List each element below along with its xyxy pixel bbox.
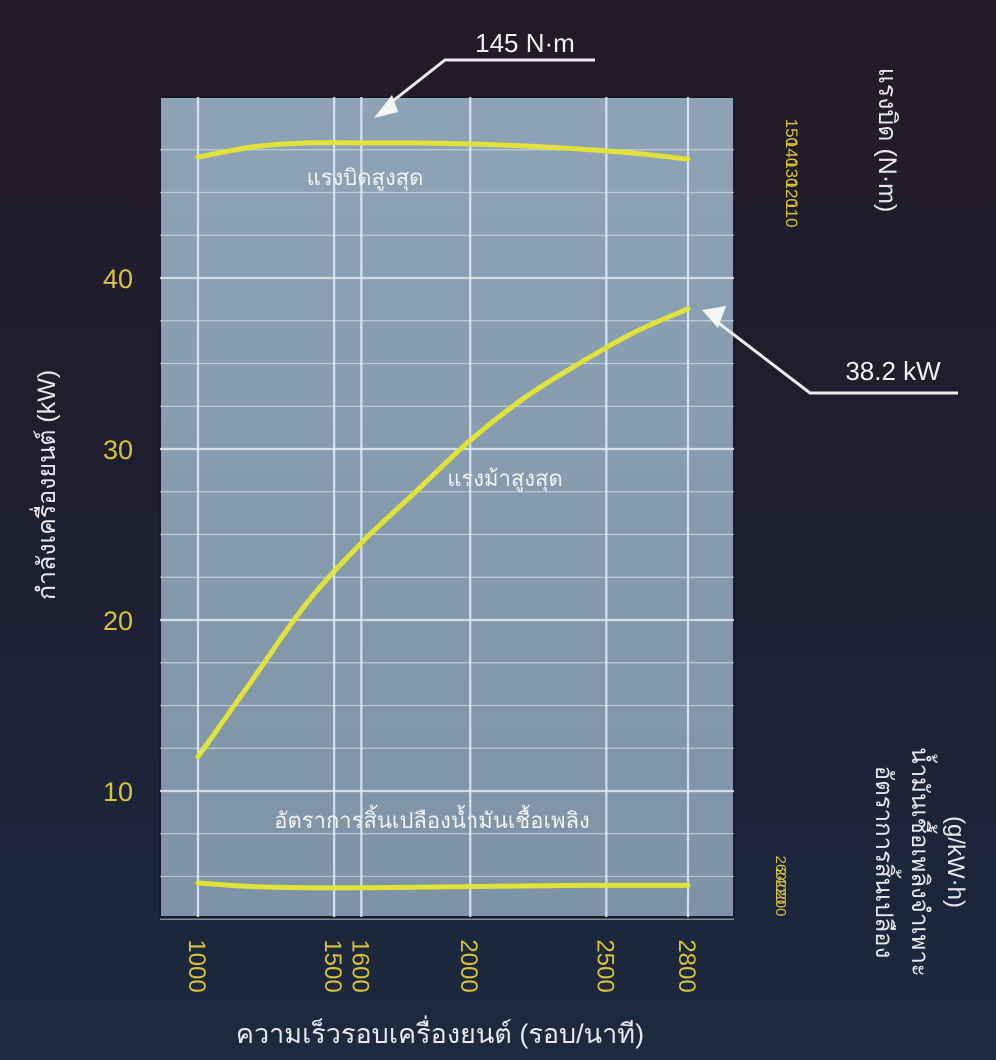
power-tick-10: 10	[103, 777, 133, 807]
annotation-text-torque: 145 N·m	[475, 28, 575, 58]
annotation-leader-torque	[383, 58, 595, 110]
fuel-axis-label-line1: อัตราการสิ้นเปลือง	[870, 766, 902, 959]
power-axis-label: กำลังเครื่องยนต์ (kW)	[29, 370, 61, 600]
annotation-arrow-power	[702, 306, 726, 328]
power-tick-20: 20	[103, 606, 133, 636]
x-tick-1000: 1000	[183, 939, 210, 992]
power-axis-ticks: 10 20 30 40	[103, 264, 133, 807]
fuel-tick-220: 220	[772, 879, 789, 904]
annotation-text-power: 38.2 kW	[845, 356, 941, 386]
power-tick-30: 30	[103, 435, 133, 465]
series-label-fuel: อัตราการสิ้นเปลืองน้ำมันเชื้อเพลิง	[274, 805, 589, 833]
x-tick-2500: 2500	[591, 939, 618, 992]
x-tick-2800: 2800	[673, 939, 700, 992]
plot-area	[159, 96, 735, 918]
series-label-power: แรงม้าสูงสุด	[447, 466, 562, 492]
series-line-power	[195, 306, 691, 760]
fuel-axis-label-line2: น้ำมันเชื้อเพลิงจำเพาะ	[906, 747, 938, 976]
x-axis-label: ความเร็วรอบเครื่องยนต์ (รอบ/นาที)	[236, 1015, 644, 1049]
series-line-torque	[195, 140, 691, 162]
curves	[195, 140, 691, 891]
x-axis-ticks: 1000 1500 1600 2000 2500 2800	[183, 939, 700, 992]
power-tick-40: 40	[103, 264, 133, 294]
torque-tick-140: 140	[782, 139, 801, 167]
torque-tick-120: 120	[782, 180, 801, 208]
fuel-tick-240: 240	[772, 867, 789, 892]
torque-axis-label: แรงบิด (N·m)	[873, 68, 901, 213]
series-label-torque: แรงบิดสูงสุด	[307, 165, 424, 191]
annotation-arrow-torque	[374, 95, 398, 118]
fuel-tick-260: 260	[772, 855, 789, 880]
torque-tick-130: 130	[782, 159, 801, 187]
x-tick-1500: 1500	[319, 939, 346, 992]
curve-labels: แรงบิดสูงสุดแรงม้าสูงสุดอัตราการสิ้นเปลื…	[274, 165, 589, 833]
annotations: 145 N·m 38.2 kW	[374, 28, 958, 395]
x-tick-1600: 1600	[346, 939, 373, 992]
x-tick-2000: 2000	[455, 939, 482, 992]
annotation-leader-power	[711, 316, 958, 395]
series-line-fuel	[195, 880, 691, 891]
fuel-axis-label-line3: (g/kW·h)	[942, 816, 969, 908]
fuel-axis-label: อัตราการสิ้นเปลือง น้ำมันเชื้อเพลิงจำเพา…	[870, 747, 969, 976]
fuel-tick-200: 200	[772, 891, 789, 916]
torque-tick-110: 110	[782, 200, 801, 227]
torque-tick-150: 150	[782, 119, 801, 147]
grid	[160, 97, 734, 920]
